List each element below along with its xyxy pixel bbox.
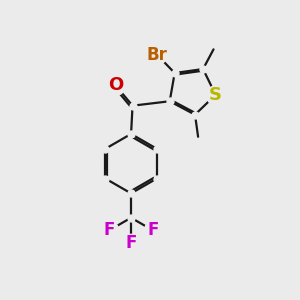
Text: F: F	[103, 221, 115, 239]
Text: S: S	[209, 86, 222, 104]
Text: Br: Br	[147, 46, 168, 64]
Text: F: F	[125, 234, 137, 252]
Text: F: F	[147, 221, 159, 239]
Text: O: O	[108, 76, 123, 94]
